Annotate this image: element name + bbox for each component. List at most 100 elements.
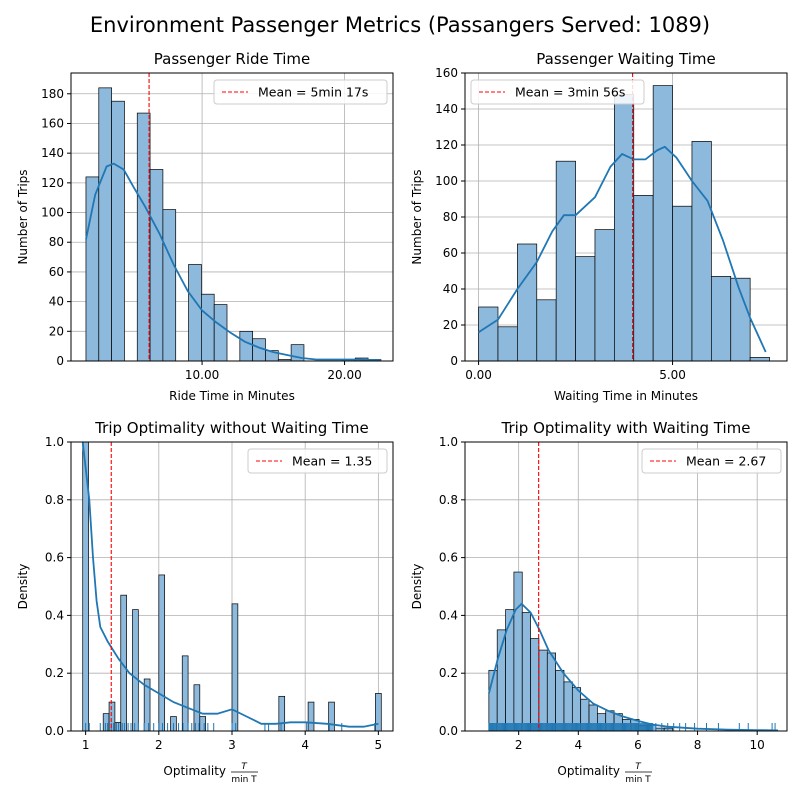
kde-curve (488, 602, 779, 731)
y-axis-label: Number of Trips (16, 169, 30, 264)
panel-1: 10.00 20.00 0 20 40 60 80 100 120 140 160 180 Passen… (16, 50, 394, 403)
panel-title: Trip Optimality without Waiting Time (94, 419, 369, 437)
histogram-bar (521, 612, 531, 731)
y-tick-label: 80 (443, 210, 458, 224)
y-tick-label: 140 (435, 102, 458, 116)
y-ticks: 0.0 0.2 0.4 0.6 0.8 1.0 (45, 435, 71, 738)
panel-title: Passenger Ride Time (154, 50, 310, 68)
histogram-bar (652, 85, 673, 361)
y-tick-label: 140 (41, 146, 64, 160)
histogram-bar (188, 264, 202, 361)
histogram-bar (193, 684, 201, 731)
y-tick-label: 0.8 (45, 493, 64, 507)
panel-3: 1 2 3 4 5 0.0 0.2 0.4 0.6 0.8 1.0 Trip Optimality w… (16, 419, 394, 785)
histogram-bar (530, 638, 540, 731)
y-tick-label: 80 (49, 235, 64, 249)
panel-title: Trip Optimality with Waiting Time (500, 419, 750, 437)
x-axis-label-denominator: min T (231, 775, 257, 785)
legend-label: Mean = 2.67 (686, 454, 766, 469)
y-axis-label: Number of Trips (410, 169, 424, 264)
y-tick-label: 120 (435, 138, 458, 152)
histogram-bar (513, 571, 523, 731)
panel-title: Passenger Waiting Time (536, 50, 715, 68)
histogram-bar (108, 701, 116, 731)
x-axis-label-text: Optimality (557, 764, 620, 778)
y-tick-label: 40 (49, 295, 64, 309)
x-tick-label: 2 (515, 738, 523, 752)
histogram-bar (555, 160, 576, 361)
x-tick-label: 10.00 (185, 368, 219, 382)
x-tick-label: 2 (155, 738, 163, 752)
histogram-bar (517, 243, 538, 361)
histogram-bar (546, 652, 556, 731)
y-ticks: 0 20 40 60 80 100 120 140 160 (435, 66, 465, 368)
x-axis-label-numerator: T (635, 762, 642, 772)
histogram-bar (672, 205, 693, 361)
kde-curve (81, 442, 379, 728)
x-tick-label: 8 (694, 738, 702, 752)
x-ticks: 2 4 6 8 10 (515, 731, 765, 752)
y-tick-label: 0.0 (45, 724, 64, 738)
y-tick-label: 100 (41, 206, 64, 220)
x-tick-label: 10 (750, 738, 765, 752)
y-tick-label: 180 (41, 87, 64, 101)
histogram-bar (199, 716, 207, 731)
histogram-bar (478, 306, 499, 361)
histogram-bar (497, 326, 518, 361)
legend-label: Mean = 5min 17s (258, 85, 368, 100)
histogram-bar (710, 276, 732, 361)
y-tick-label: 0 (56, 354, 64, 368)
y-tick-label: 0.6 (439, 551, 458, 565)
x-ticks: 0.00 5.00 (465, 361, 686, 382)
x-tick-label: 5.00 (659, 368, 686, 382)
histogram-bar (536, 299, 557, 361)
histogram-bar (575, 256, 596, 361)
kde-curve (478, 145, 767, 353)
legend-box (641, 448, 782, 474)
histogram-bar (239, 330, 254, 361)
x-tick-label: 5 (375, 738, 383, 752)
histogram-bar (149, 169, 164, 361)
x-axis-label-denominator: min T (625, 775, 651, 785)
bars (478, 85, 770, 361)
y-tick-label: 0 (450, 354, 458, 368)
y-tick-label: 0.4 (45, 608, 64, 622)
x-tick-label: 1 (82, 738, 90, 752)
y-tick-label: 60 (49, 265, 64, 279)
histogram-bar (278, 695, 286, 731)
histogram-bar (749, 357, 770, 361)
histogram-bar (162, 209, 177, 361)
y-ticks: 0.0 0.2 0.4 0.6 0.8 1.0 (439, 435, 465, 738)
y-axis-label: Density (410, 564, 424, 610)
x-tick-label: 0.00 (465, 368, 492, 382)
legend: Mean = 5min 17s (213, 79, 388, 105)
y-tick-label: 0.0 (439, 724, 458, 738)
histogram-bar (555, 669, 565, 731)
histogram-bar (594, 229, 615, 361)
histogram-bar (307, 701, 315, 731)
histogram-bar (82, 442, 89, 731)
legend: Mean = 1.35 (247, 448, 388, 474)
histogram-bar (114, 721, 122, 731)
histogram-bar (691, 141, 712, 361)
y-tick-label: 160 (41, 116, 64, 130)
y-tick-label: 0.2 (439, 666, 458, 680)
x-tick-label: 4 (301, 738, 309, 752)
histogram-bar (614, 94, 635, 361)
histogram-bar (231, 603, 239, 731)
histogram-bar (538, 649, 548, 731)
x-axis-label-text: Optimality (163, 764, 226, 778)
x-axis-label: Ride Time in Minutes (169, 389, 295, 403)
x-axis-label-numerator: T (241, 762, 248, 772)
legend: Mean = 3min 56s (470, 79, 645, 105)
y-tick-label: 1.0 (45, 435, 64, 449)
bars (85, 87, 382, 361)
x-ticks: 10.00 20.00 (185, 361, 362, 382)
x-tick-label: 3 (228, 738, 236, 752)
histogram-bar (158, 574, 166, 731)
kde-curve (85, 162, 381, 361)
axes-frame (70, 72, 394, 362)
y-tick-label: 40 (443, 282, 458, 296)
